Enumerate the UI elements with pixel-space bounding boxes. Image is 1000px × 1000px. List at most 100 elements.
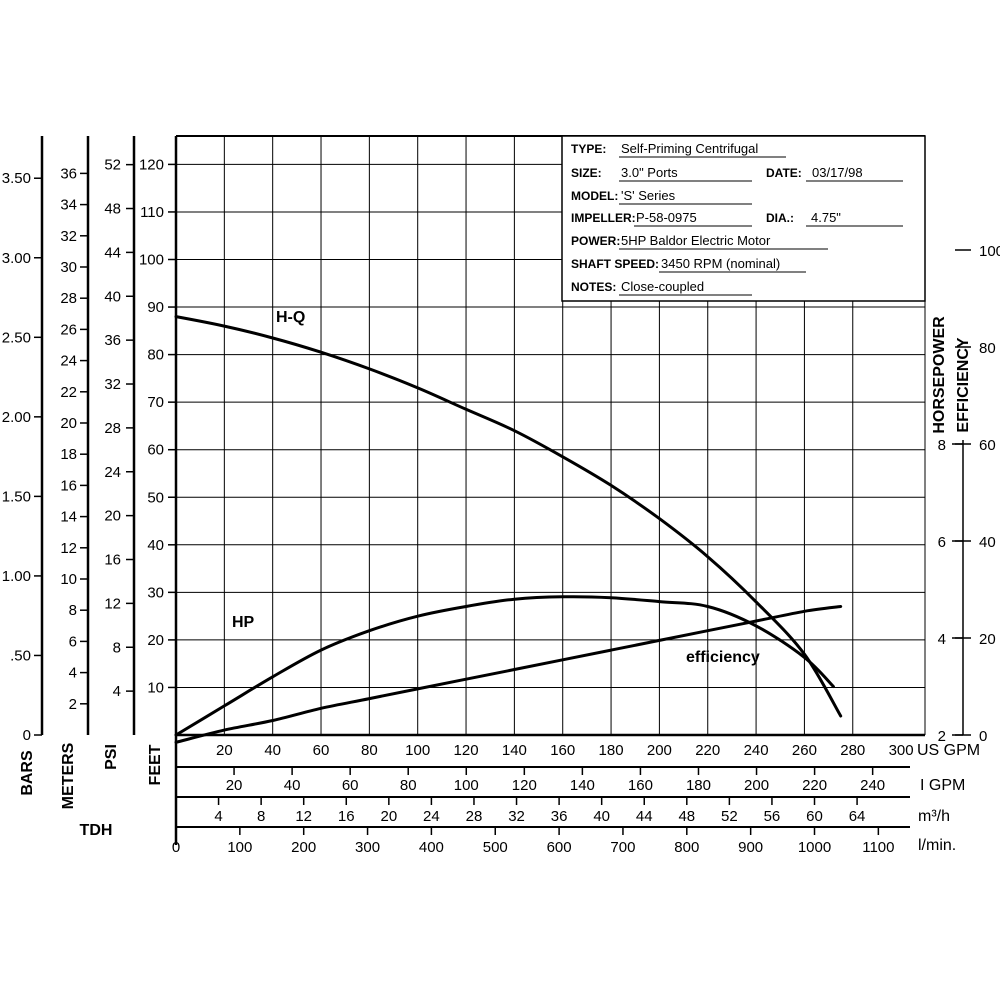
lmin-tick-label: 400 (419, 839, 444, 856)
bars-axis-title: BARS (19, 750, 36, 796)
psi-tick-label: 48 (104, 201, 121, 218)
info-key: MODEL: (571, 189, 618, 203)
meters-tick-label: 34 (60, 197, 77, 214)
hp-tick-label: 8 (938, 437, 946, 454)
hp-tick-label: 2 (938, 728, 946, 745)
igpm-tick-label: 200 (744, 777, 769, 794)
info-value: 3.0" Ports (621, 165, 678, 180)
bars-tick-label: .50 (10, 647, 31, 664)
igpm-tick-label: 160 (628, 777, 653, 794)
chart-curves: H-Q HP efficiency (174, 309, 843, 744)
meters-tick-label: 22 (60, 384, 77, 401)
igpm-tick-label: 80 (400, 777, 417, 794)
info-box-frame (561, 135, 926, 302)
m3h-tick-label: 40 (593, 808, 610, 825)
feet-tick-label: 110 (140, 204, 164, 221)
bars-tick-label: 1.00 (2, 568, 31, 585)
meters-tick-label: 20 (60, 415, 77, 432)
lmin-tick-label: 900 (738, 839, 763, 856)
info-key: POWER: (571, 234, 620, 248)
eff-tick-label: 40 (979, 534, 996, 551)
info-key: NOTES: (571, 280, 616, 294)
usgpm-tick-label: 100 (405, 742, 430, 759)
igpm-tick-label: 240 (860, 777, 885, 794)
usgpm-tick-label: 80 (361, 742, 378, 759)
usgpm-tick-label: 120 (454, 742, 479, 759)
feet-tick-label: 40 (147, 537, 164, 554)
m3h-tick-label: 56 (764, 808, 781, 825)
bars-tick-label: 3.00 (2, 250, 31, 267)
usgpm-tick-label: 300 (889, 742, 914, 759)
meters-tick-label: 10 (60, 571, 77, 588)
psi-axis-title: PSI (103, 744, 120, 770)
lmin-tick-label: 500 (483, 839, 508, 856)
m3h-tick-label: 44 (636, 808, 653, 825)
efficiency-curve (174, 595, 835, 737)
info-key: IMPELLER: (571, 211, 636, 225)
igpm-tick-label: 20 (226, 777, 243, 794)
psi-tick-label: 24 (104, 464, 121, 481)
bars-tick-label: 1.50 (2, 488, 31, 505)
eff-tick-label: 0 (979, 728, 987, 745)
igpm-tick-label: 100 (454, 777, 479, 794)
m3h-tick-label: 24 (423, 808, 440, 825)
lmin-tick-label: 0 (172, 839, 180, 856)
lmin-tick-label: 600 (547, 839, 572, 856)
hp-tick-label: 6 (938, 534, 946, 551)
hp-curve (174, 605, 843, 744)
info-value: 3450 RPM (nominal) (661, 256, 780, 271)
bars-tick-label: 2.00 (2, 409, 31, 426)
tdh-label: TDH (80, 822, 113, 839)
hq-label: H-Q (276, 309, 305, 326)
meters-tick-label: 36 (60, 165, 77, 182)
feet-tick-label: 80 (147, 347, 164, 364)
meters-tick-label: 12 (60, 540, 77, 557)
meters-tick-label: 24 (60, 353, 77, 370)
meters-axis-title: METERS (60, 742, 77, 809)
feet-tick-label: 10 (147, 679, 164, 696)
meters-tick-label: 16 (60, 477, 77, 494)
lmin-tick-label: 100 (227, 839, 252, 856)
usgpm-tick-label: 280 (840, 742, 865, 759)
m3h-tick-label: 8 (257, 808, 265, 825)
psi-tick-label: 12 (104, 595, 121, 612)
m3h-tick-label: 60 (806, 808, 823, 825)
bars-tick-label: 2.50 (2, 329, 31, 346)
usgpm-tick-label: 20 (216, 742, 233, 759)
meters-tick-label: 2 (69, 696, 77, 713)
usgpm-tick-label: 180 (599, 742, 624, 759)
usgpm-tick-label: 60 (313, 742, 330, 759)
hp-label: HP (232, 614, 255, 631)
igpm-tick-label: 180 (686, 777, 711, 794)
lmin-tick-label: 1100 (862, 839, 894, 856)
igpm-unit-label: I GPM (920, 777, 965, 794)
feet-tick-label: 30 (147, 584, 164, 601)
info-key: TYPE: (571, 142, 606, 156)
m3h-unit-label: m³/h (918, 808, 950, 825)
eff-tick-label: 20 (979, 631, 996, 648)
psi-tick-label: 52 (104, 157, 121, 174)
psi-tick-label: 36 (104, 332, 121, 349)
meters-tick-label: 28 (60, 290, 77, 307)
lmin-tick-label: 200 (291, 839, 316, 856)
info-value: P-58-0975 (636, 210, 697, 225)
usgpm-tick-label: 200 (647, 742, 672, 759)
info-value: Self-Priming Centrifugal (621, 141, 758, 156)
m3h-tick-label: 20 (380, 808, 397, 825)
meters-tick-label: 8 (69, 602, 77, 619)
feet-tick-label: 60 (147, 442, 164, 459)
meters-tick-label: 18 (60, 446, 77, 463)
psi-tick-label: 40 (104, 288, 121, 305)
m3h-tick-label: 48 (678, 808, 695, 825)
meters-tick-label: 6 (69, 633, 77, 650)
igpm-tick-label: 220 (802, 777, 827, 794)
m3h-tick-label: 36 (551, 808, 568, 825)
lmin-unit-label: l/min. (918, 837, 956, 854)
m3h-tick-label: 4 (214, 808, 222, 825)
hp-tick-label: 4 (938, 631, 946, 648)
usgpm-tick-label: 220 (695, 742, 720, 759)
efficiency-axis-title: EFFICIENCY (955, 337, 972, 432)
feet-axis-title: FEET (147, 744, 164, 785)
efficiency-label: efficiency (686, 649, 760, 666)
info-key: SIZE: (571, 166, 602, 180)
